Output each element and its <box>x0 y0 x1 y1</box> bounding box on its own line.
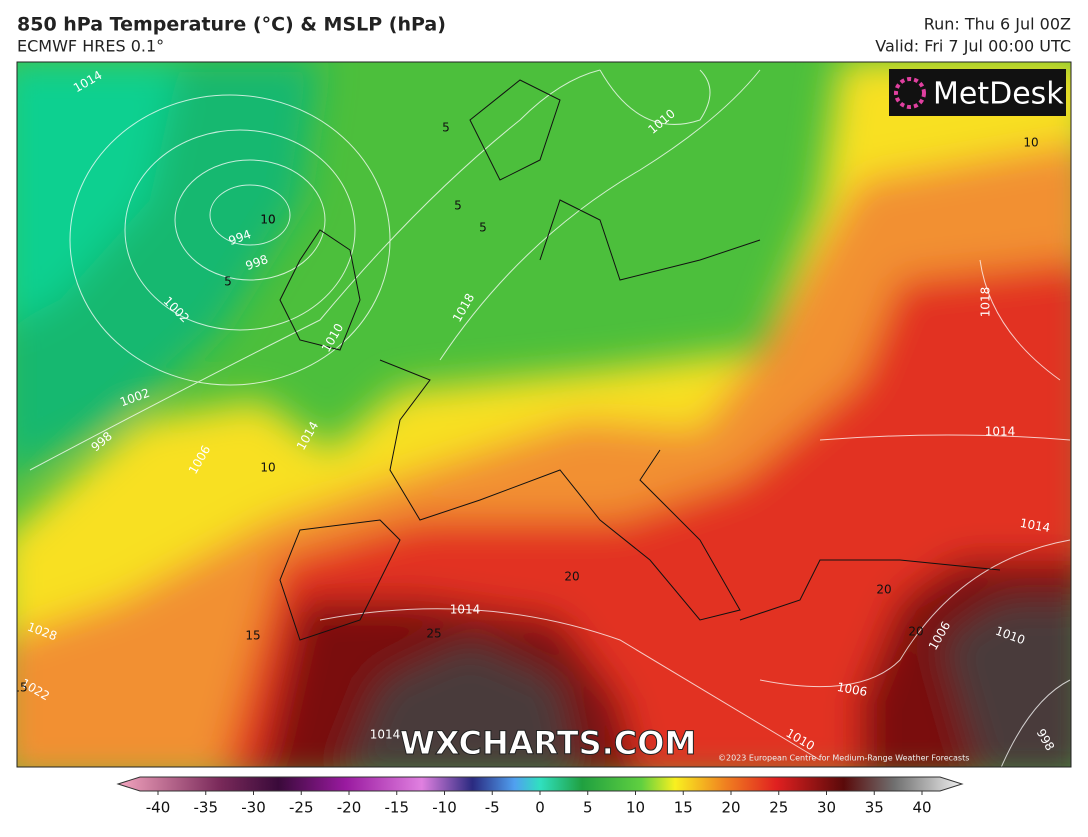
colorbar-label: 25 <box>769 799 788 817</box>
subtitle: ECMWF HRES 0.1° <box>17 37 164 56</box>
isobar-label: 1014 <box>370 728 401 742</box>
isobar <box>29 69 601 471</box>
logo-icon <box>894 77 926 109</box>
colorbar-label: 20 <box>721 799 740 817</box>
run-time: Run: Thu 6 Jul 00Z <box>924 15 1071 34</box>
logo-box <box>889 69 1066 116</box>
coastline <box>739 559 1001 621</box>
temperature-label: 5 <box>454 199 462 213</box>
map: 1014994998100210101018100299810061014101… <box>12 62 1071 767</box>
colorbar <box>116 776 964 792</box>
temperature-field <box>17 62 1071 767</box>
title: 850 hPa Temperature (°C) & MSLP (hPa) <box>17 14 446 36</box>
coastline <box>539 199 761 281</box>
temperature-label: 20 <box>564 570 579 584</box>
isobar <box>439 69 761 361</box>
isobar <box>979 259 1061 381</box>
coastline <box>279 229 361 351</box>
temperature-label: 5 <box>479 221 487 235</box>
copyright: ©2023 European Centre for Medium-Range W… <box>718 754 969 763</box>
colorbar-label: 35 <box>865 799 884 817</box>
cold-core <box>17 62 180 322</box>
isobars <box>29 69 1071 767</box>
colorbar-label: 10 <box>626 799 645 817</box>
temperature-label: 10 <box>260 213 275 227</box>
isobar-label: 1014 <box>450 603 481 617</box>
coastline <box>469 79 561 181</box>
colorbar-label: 5 <box>583 799 593 817</box>
isobar <box>69 94 391 386</box>
coastlines <box>279 79 1001 641</box>
isobar-label: 1018 <box>979 287 993 318</box>
colorbar-label: 0 <box>535 799 545 817</box>
colorbar-ticks: -40 -35 -30 -25 -20 -15 -10 -5 0 5 10 15 20 25 30 35 40 <box>146 791 932 817</box>
isobar <box>759 539 1071 688</box>
colorbar-label: -35 <box>194 799 219 817</box>
coastline <box>279 519 401 641</box>
colorbar-label: -30 <box>241 799 266 817</box>
isobar <box>1000 679 1071 767</box>
coastline <box>379 359 741 621</box>
extreme-core <box>345 600 1071 767</box>
isobar <box>174 159 326 281</box>
temperature-label: 5 <box>224 275 232 289</box>
isobar-label: 1014 <box>1019 516 1052 535</box>
temperature-label: 20 <box>876 583 891 597</box>
isobar <box>819 434 1071 441</box>
colorbar-label: -15 <box>385 799 410 817</box>
temperature-label: 10 <box>1023 136 1038 150</box>
isobar <box>599 69 711 125</box>
colorbar-label: 15 <box>674 799 693 817</box>
isobar <box>209 184 291 246</box>
warm-air <box>17 62 1071 767</box>
logo: MetDesk <box>933 77 1064 112</box>
valid-time: Valid: Fri 7 Jul 00:00 UTC <box>875 37 1071 56</box>
map-border <box>16 61 1072 768</box>
isobar-label: 1014 <box>985 425 1016 439</box>
colorbar-label: -20 <box>337 799 362 817</box>
temperature-label: 25 <box>426 627 441 641</box>
colorbar-label: -10 <box>432 799 457 817</box>
temperature-label: 15 <box>245 629 260 643</box>
colorbar-label: -40 <box>146 799 171 817</box>
temperature-label: 10 <box>260 461 275 475</box>
temperature-label: 10 <box>260 213 275 227</box>
isobar <box>319 608 821 761</box>
colorbar-label: -25 <box>289 799 314 817</box>
temperature-label: 5 <box>442 121 450 135</box>
watermark: WXCHARTS.COM <box>400 724 697 762</box>
colorbar-label: 30 <box>817 799 836 817</box>
isobar-label: 1006 <box>836 680 869 699</box>
temperature-label: 15 <box>12 681 27 695</box>
colorbar-label: -5 <box>485 799 500 817</box>
isobar <box>124 129 356 331</box>
colorbar-label: 40 <box>912 799 931 817</box>
temperature-label: 20 <box>908 625 923 639</box>
